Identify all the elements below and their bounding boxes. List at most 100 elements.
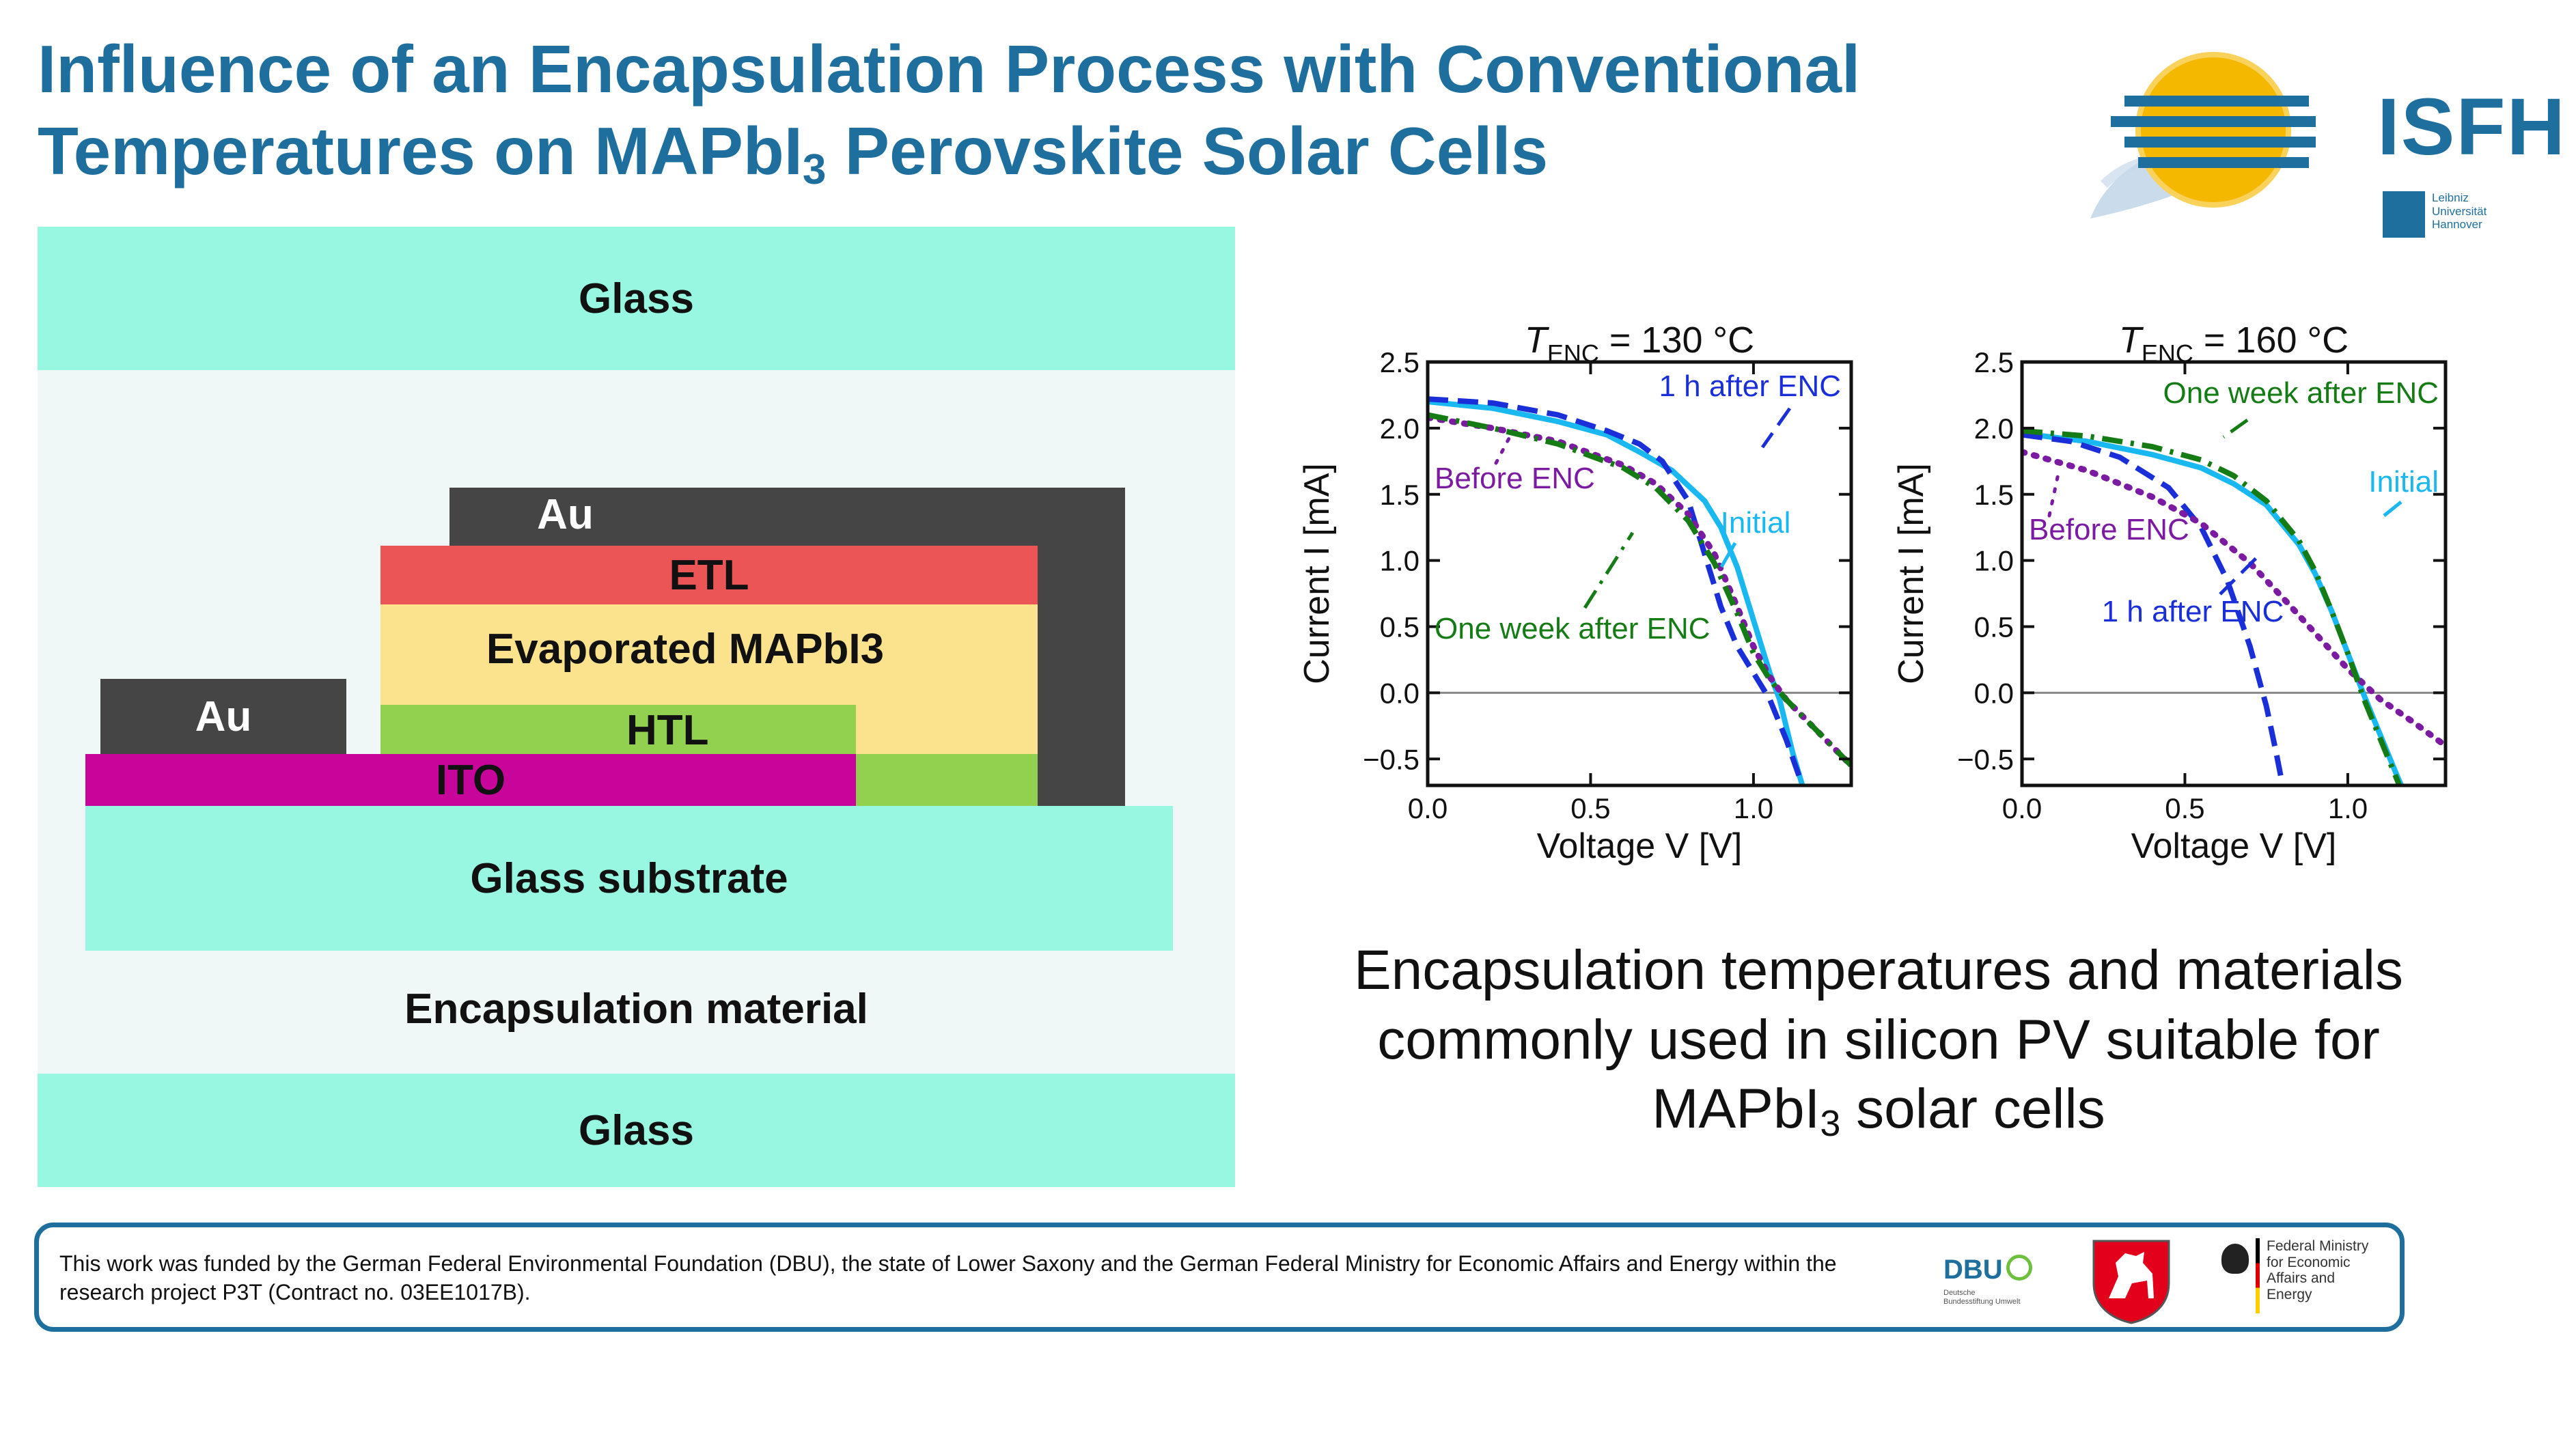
isfh-logo: ISFH Leibniz Universität Hannover bbox=[2077, 48, 2565, 266]
title-sub: 3 bbox=[802, 146, 827, 193]
dbu-logo-text: DBU bbox=[1943, 1255, 2003, 1285]
page-title-line-1: Influence of an Encapsulation Process wi… bbox=[38, 31, 1861, 107]
perovskite-label: Evaporated MAPbI3 bbox=[486, 626, 885, 673]
encapsulation-label: Encapsulation material bbox=[404, 985, 868, 1033]
series-line-one-week-after-enc bbox=[2022, 428, 2402, 785]
title-pre: Temperatures on MAPbI bbox=[38, 113, 803, 189]
plot-frame bbox=[1426, 360, 1853, 787]
ito-layer: ITO bbox=[85, 754, 856, 806]
layer-stack-diagram: Glass Au ETL Evaporated MAPbI3 Au HTL IT… bbox=[38, 227, 1235, 1187]
bmwi-logo-text: Federal Ministry for Economic Affairs an… bbox=[2267, 1238, 2369, 1302]
au-top-label: Au bbox=[537, 491, 594, 538]
series-line-one-week-after-enc bbox=[1428, 412, 1851, 768]
htl-layer: HTL bbox=[380, 705, 1038, 806]
y-tick-label: 0.5 bbox=[1380, 611, 1419, 643]
glass-bottom-layer: Glass bbox=[38, 1074, 1235, 1187]
series-leader-initial bbox=[2383, 501, 2402, 517]
series-line-initial bbox=[2022, 430, 2405, 785]
caption-line-2: commonly used in silicon PV suitable for bbox=[1377, 1008, 2380, 1071]
y-tick-label: 0.5 bbox=[1974, 611, 2014, 643]
dbu-leaf-icon bbox=[2006, 1255, 2032, 1281]
series-leader-1-h-after-enc bbox=[1760, 407, 1792, 449]
series-label-one-week-after-enc: One week after ENC bbox=[2163, 376, 2439, 410]
htl-label: HTL bbox=[626, 707, 709, 754]
title-post: Perovskite Solar Cells bbox=[826, 113, 1549, 189]
lower-saxony-coat-of-arms bbox=[2088, 1235, 2174, 1324]
htl-block bbox=[380, 705, 856, 754]
chart-title-rest: = 160 °C bbox=[2193, 320, 2349, 361]
caption-line-3-sub: 3 bbox=[1820, 1103, 1841, 1145]
federal-eagle-icon bbox=[2221, 1244, 2249, 1274]
series-line-1-h-after-enc bbox=[1428, 396, 1805, 785]
glass-top-layer: Glass bbox=[38, 227, 1235, 370]
dbu-logo-small-text: Deutsche Bundesstiftung Umwelt bbox=[1943, 1289, 2021, 1307]
luh-logo: Leibniz Universität Hannover bbox=[2383, 191, 2553, 246]
plot-frame bbox=[2020, 360, 2448, 787]
series-label-initial: Initial bbox=[1721, 506, 1791, 540]
luh-logo-text: Leibniz Universität Hannover bbox=[2432, 191, 2487, 232]
series-group bbox=[1428, 396, 1851, 785]
etl-layer: ETL bbox=[380, 546, 1038, 604]
y-tick-label: 2.5 bbox=[1974, 346, 2014, 378]
dbu-logo: DBU Deutsche Bundesstiftung Umwelt bbox=[1938, 1240, 2047, 1325]
chart-title: TENC = 160 °C bbox=[2119, 320, 2349, 367]
series-leader-before-enc bbox=[2047, 466, 2062, 518]
horse-shield-icon bbox=[2092, 1240, 2170, 1324]
chart-title-sub: ENC bbox=[1547, 339, 1599, 367]
series-leader-one-week-after-enc bbox=[2222, 418, 2249, 439]
series-leader-before-enc bbox=[1494, 435, 1512, 465]
series-label-1-h-after-enc: 1 h after ENC bbox=[1659, 369, 1841, 403]
series-label-1-h-after-enc: 1 h after ENC bbox=[2102, 595, 2284, 628]
bmwi-logo: Federal Ministry for Economic Affairs an… bbox=[2221, 1238, 2385, 1326]
y-tick-label: −0.5 bbox=[1957, 743, 2014, 775]
caption-line-3: MAPbI3 solar cells bbox=[1250, 1074, 2507, 1147]
y-tick-label: 0.0 bbox=[1974, 677, 2014, 709]
chart-title-sub: ENC bbox=[2142, 339, 2193, 367]
x-tick-label: 0.5 bbox=[1570, 792, 1610, 824]
y-axis-label: Current I [mA] bbox=[1892, 463, 1931, 684]
y-tick-label: 2.0 bbox=[1380, 413, 1419, 445]
x-axis-label: Voltage V [V] bbox=[1537, 826, 1743, 866]
caption-line-3-pre: MAPbI bbox=[1652, 1078, 1820, 1141]
flag-stripe-icon bbox=[2256, 1238, 2260, 1313]
series-line-before-enc bbox=[2022, 449, 2446, 749]
caption: Encapsulation temperatures and materials… bbox=[1250, 936, 2507, 1147]
caption-line-1: Encapsulation temperatures and materials bbox=[1353, 939, 2404, 1001]
isfh-sun-icon bbox=[2090, 52, 2316, 219]
funding-text: This work was funded by the German Feder… bbox=[59, 1251, 1837, 1305]
chart-title: TENC = 130 °C bbox=[1525, 320, 1754, 367]
y-tick-label: 1.5 bbox=[1974, 479, 2014, 511]
x-tick-label: 0.0 bbox=[1408, 792, 1448, 824]
page-title-line-2: Temperatures on MAPbI3 Perovskite Solar … bbox=[38, 117, 1548, 191]
series-leader-1-h-after-enc bbox=[2219, 552, 2262, 596]
y-tick-label: 1.0 bbox=[1380, 545, 1419, 577]
y-tick-label: 2.0 bbox=[1974, 413, 2014, 445]
htl-right-block bbox=[856, 754, 1038, 806]
series-label-initial: Initial bbox=[2368, 465, 2439, 499]
y-tick-label: −0.5 bbox=[1363, 743, 1419, 775]
caption-line-3-post: solar cells bbox=[1840, 1078, 2105, 1141]
funding-footer: This work was funded by the German Feder… bbox=[34, 1223, 2405, 1332]
x-tick-label: 0.5 bbox=[2165, 792, 2204, 824]
x-tick-label: 1.0 bbox=[1734, 792, 1773, 824]
glass-substrate-layer: Glass substrate bbox=[85, 806, 1173, 951]
y-tick-label: 1.5 bbox=[1380, 479, 1419, 511]
y-tick-label: 0.0 bbox=[1380, 677, 1419, 709]
chart-title-main: T bbox=[1525, 320, 1550, 361]
series-label-one-week-after-enc: One week after ENC bbox=[1435, 612, 1711, 645]
isfh-logo-text: ISFH bbox=[2377, 82, 2566, 172]
series-leader-initial bbox=[1719, 542, 1737, 568]
series-label-before-enc: Before ENC bbox=[2029, 513, 2189, 546]
chart-title-main: T bbox=[2119, 320, 2144, 361]
y-tick-label: 1.0 bbox=[1974, 545, 2014, 577]
luh-mark-icon bbox=[2383, 191, 2425, 238]
series-leader-one-week-after-enc bbox=[1583, 531, 1635, 609]
chart-title-rest: = 130 °C bbox=[1599, 320, 1754, 361]
series-group bbox=[2022, 428, 2446, 785]
series-line-initial bbox=[1428, 399, 1805, 785]
x-tick-label: 0.0 bbox=[2002, 792, 2042, 824]
au-left-layer: Au bbox=[100, 679, 346, 754]
series-line-1-h-after-enc bbox=[2022, 432, 2286, 785]
